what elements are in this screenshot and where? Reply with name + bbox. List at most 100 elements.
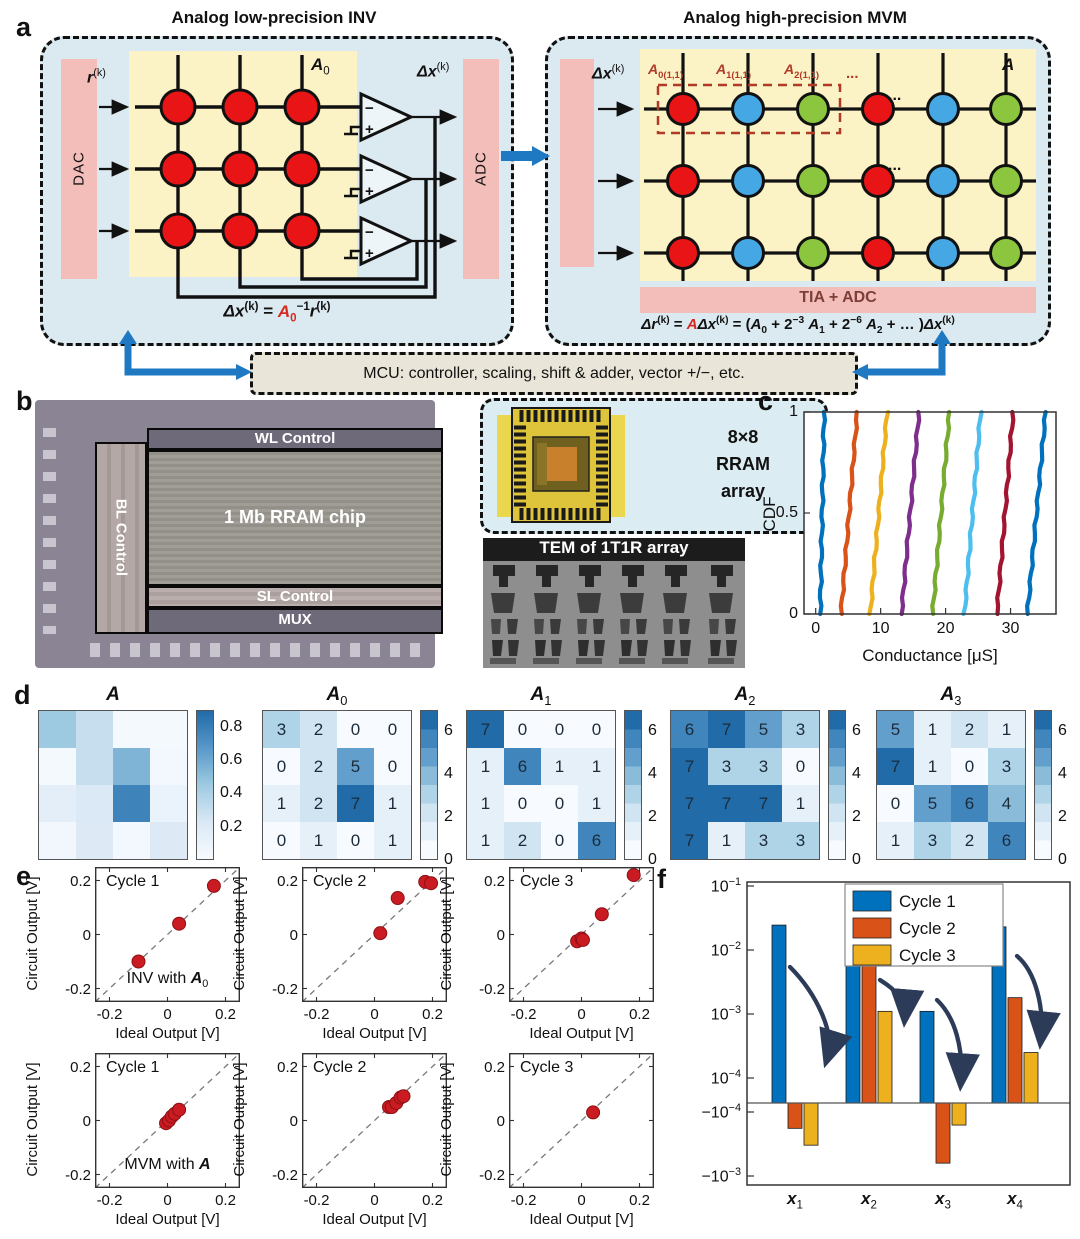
panel-a-label: a — [16, 12, 32, 42]
tem-structures — [490, 565, 737, 664]
cdf-xtick: 10 — [871, 620, 890, 637]
heatmap-cell: 2 — [300, 711, 337, 748]
heatmap-cell: 1 — [578, 785, 615, 822]
heatmap-title: A3 — [940, 684, 962, 708]
heatmap-cell — [39, 748, 76, 785]
method-label: INV with A0 — [126, 970, 209, 991]
heatmap-cell: 0 — [782, 748, 819, 785]
scatter-ylabel: Circuit Output [V] — [438, 876, 455, 991]
mvm-schematic-box: Δx(k) A0(1,1) A1(1,1) A2(1,1) ... ... ..… — [545, 36, 1051, 346]
scatter-ylabel: Circuit Output [V] — [231, 876, 248, 991]
colorbar-tick: 6 — [852, 722, 861, 740]
r-input-label: r(k) — [87, 67, 106, 87]
data-point — [172, 1102, 187, 1117]
panel-e-label: e — [16, 861, 32, 891]
heatmap-cell: 7 — [671, 748, 708, 785]
colorbar-tick: 0.2 — [220, 817, 243, 835]
decreasing-error-arrow — [1014, 953, 1061, 1050]
heatmap-cell: 0 — [374, 711, 411, 748]
bl-control-label: BL Control — [112, 498, 130, 577]
scatter-plot-area — [95, 1053, 240, 1188]
heatmap-title: A — [106, 684, 120, 705]
heatmap-cell: 5 — [337, 748, 374, 785]
heatmap-cell: 0 — [541, 785, 578, 822]
array-size-label-line2: RRAM — [716, 454, 770, 474]
sl-control-label: SL Control — [256, 588, 334, 605]
cycle-label: Cycle 2 — [313, 1059, 367, 1076]
ellipsis-label: ... — [846, 65, 859, 82]
heatmap-cell: 1 — [467, 748, 504, 785]
heatmap-cell — [113, 822, 150, 859]
pad-row-bottom — [90, 643, 420, 657]
heatmap-cell: 1 — [988, 711, 1025, 748]
heatmap-cell: 4 — [988, 785, 1025, 822]
heatmap-cell: 6 — [951, 785, 988, 822]
bl-control-block — [95, 442, 147, 634]
cdf-ytick: 0.5 — [775, 504, 798, 521]
heatmap-cell — [113, 711, 150, 748]
heatmap-cell: 1 — [467, 785, 504, 822]
bar-cycle2-x2 — [861, 963, 877, 1104]
heatmap-group-hm-A3: A3 5 1 2 1 7 1 0 3 0 5 6 4 1 3 2 6 6 4 2 0 — [876, 684, 1080, 868]
heatmap-cell: 7 — [467, 711, 504, 748]
scatter-ytick: -0.2 — [272, 1166, 298, 1184]
scatter-xlabel: Ideal Output [V] — [322, 1211, 427, 1228]
scatter-ylabel: Circuit Output [V] — [231, 1062, 248, 1177]
heatmap-title: A2 — [734, 684, 756, 708]
rram-array-photo-box: 8×8 RRAM array — [480, 398, 828, 534]
ellipsis-row2: ... — [888, 157, 902, 174]
cdf-chart — [803, 409, 1057, 617]
scatter-plot-area — [509, 1053, 654, 1188]
data-point — [586, 1105, 601, 1120]
adc-label: ADC — [472, 151, 490, 186]
scatter-ytick: 0.2 — [70, 1058, 91, 1076]
heatmap-grid — [38, 710, 188, 860]
data-point — [575, 932, 590, 947]
cdf-plot-panel: c 1 0.5 0 0 10 20 30 CDF Conductance [μS] — [756, 386, 1080, 680]
data-point — [594, 907, 609, 922]
scatter-xtick: 0 — [370, 1006, 379, 1023]
dac-block — [61, 59, 97, 279]
mcu-arrows — [119, 330, 951, 380]
mux-label: MUX — [278, 611, 312, 628]
colorbar-tick: 4 — [444, 765, 453, 783]
scatter-xtick: -0.2 — [510, 1192, 537, 1209]
heatmap-cell: 2 — [300, 785, 337, 822]
heatmap-group-hm-A1: A1 7 0 0 0 1 6 1 1 1 0 0 1 1 2 0 6 6 4 2 0 — [466, 684, 676, 868]
cdf-ylabel: CDF — [760, 496, 779, 532]
heatmap-cell: 6 — [671, 711, 708, 748]
heatmap-cell — [76, 711, 113, 748]
input-arrows — [99, 99, 130, 239]
rram-core-block: 1 Mb RRAM chip — [147, 450, 443, 586]
heatmap-cell: 2 — [300, 748, 337, 785]
heatmap-cell: 0 — [578, 711, 615, 748]
panel-c-label: c — [758, 386, 774, 416]
colorbar-tick: 2 — [1058, 808, 1067, 826]
scatter-ytick: -0.2 — [65, 980, 91, 998]
colorbar-tick: 0 — [444, 851, 453, 868]
heatmap-cell: 1 — [877, 822, 914, 859]
scatter-plot-area — [509, 867, 654, 1002]
cycle-label: Cycle 1 — [106, 1059, 160, 1076]
heatmap-cell: 0 — [337, 822, 374, 859]
scatter-xtick: 0 — [577, 1192, 586, 1209]
mvm-title: Analog high-precision MVM — [683, 8, 907, 27]
heatmap-cell: 1 — [374, 785, 411, 822]
scatter-ylabel: Circuit Output [V] — [438, 1062, 455, 1177]
bar-ytick: 10−2 — [710, 940, 741, 960]
a0-cell-label: A0(1,1) — [648, 61, 683, 81]
bar-cycle2-x4 — [1007, 997, 1023, 1104]
svg-text:+: + — [365, 183, 374, 200]
heatmap-cell: 0 — [374, 748, 411, 785]
heatmap-cell: 0 — [337, 711, 374, 748]
scatter-xlabel: Ideal Output [V] — [115, 1025, 220, 1042]
scatter-xlabel: Ideal Output [V] — [529, 1211, 634, 1228]
bar-xtick: x1 — [787, 1189, 803, 1212]
heatmap-colorbar — [196, 710, 214, 860]
bar-cycle3-x2 — [877, 1010, 893, 1104]
bar-cycle3-x1 — [803, 1102, 819, 1146]
cycle-label: Cycle 2 — [313, 873, 367, 890]
